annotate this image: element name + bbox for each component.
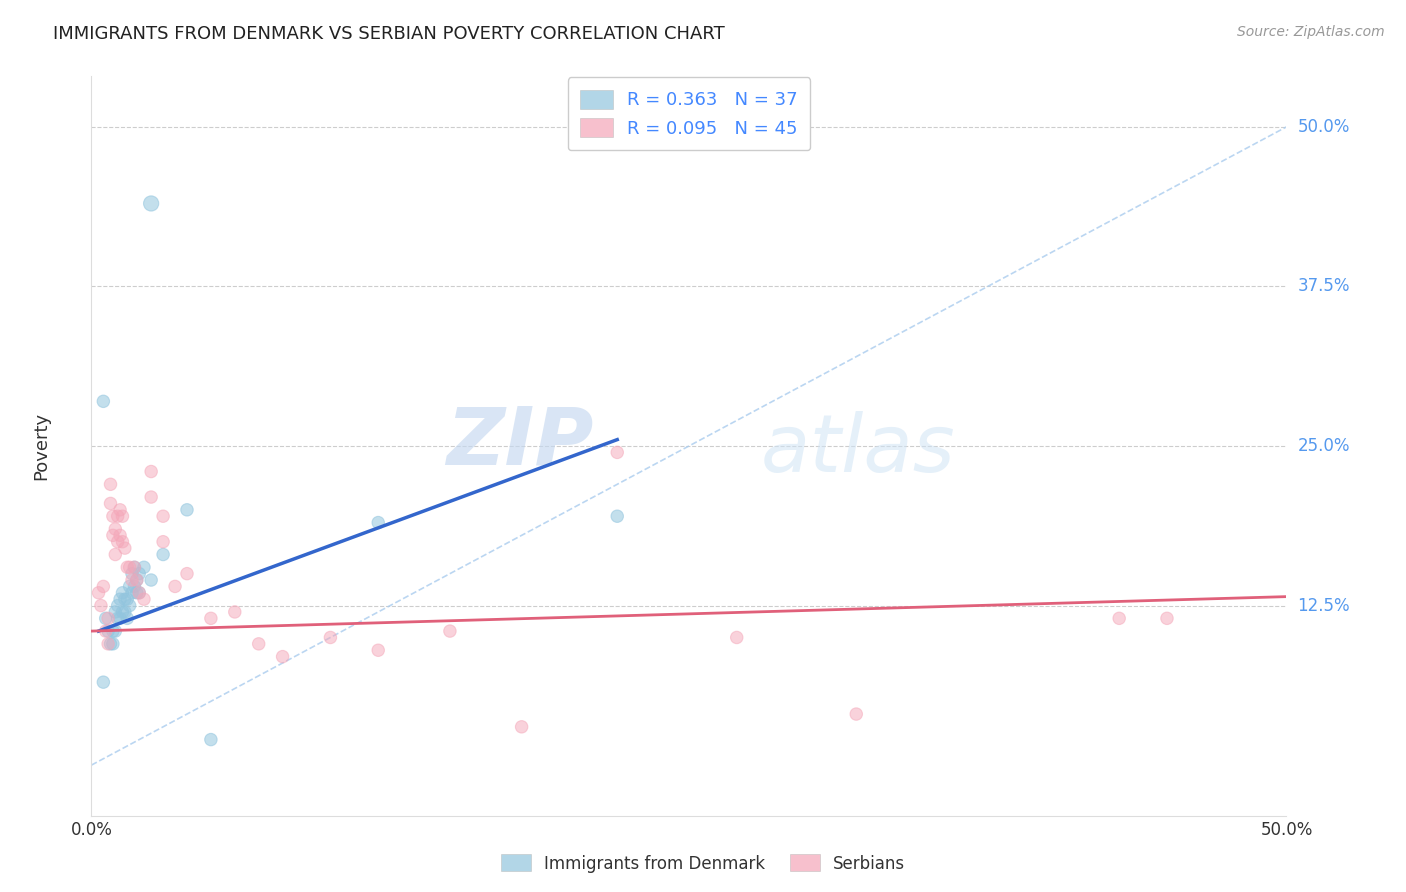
Point (104, 624, 127, 639)
Text: 37.5%: 37.5% (1298, 277, 1350, 295)
Point (100, 637, 122, 651)
Point (104, 548, 127, 562)
Point (118, 560, 141, 574)
Point (141, 465, 162, 479)
Point (125, 586, 148, 600)
Point (439, 624, 461, 639)
Point (124, 579, 146, 593)
Point (111, 605, 134, 619)
Point (124, 560, 146, 574)
Point (104, 605, 127, 619)
Point (114, 605, 136, 619)
Point (101, 528, 124, 542)
Point (107, 611, 129, 625)
Point (108, 503, 131, 517)
Point (247, 637, 270, 651)
Point (1156, 611, 1178, 625)
Point (107, 534, 129, 549)
Text: 50.0%: 50.0% (1298, 118, 1350, 136)
Point (111, 534, 134, 549)
Point (94, 624, 117, 639)
Point (224, 605, 246, 619)
Point (108, 611, 131, 625)
Point (141, 490, 162, 504)
Point (845, 707, 868, 722)
Text: Source: ZipAtlas.com: Source: ZipAtlas.com (1237, 25, 1385, 39)
Point (97, 611, 120, 625)
Point (163, 579, 186, 593)
Legend: Immigrants from Denmark, Serbians: Immigrants from Denmark, Serbians (494, 847, 912, 880)
Point (200, 611, 222, 625)
Point (108, 528, 131, 542)
Point (128, 566, 150, 581)
Point (111, 586, 134, 600)
Point (128, 586, 150, 600)
Point (141, 573, 162, 587)
Text: 12.5%: 12.5% (1298, 597, 1350, 615)
Point (200, 732, 222, 747)
Text: IMMIGRANTS FROM DENMARK VS SERBIAN POVERTY CORRELATION CHART: IMMIGRANTS FROM DENMARK VS SERBIAN POVER… (53, 25, 725, 43)
Point (107, 509, 129, 524)
Point (176, 566, 198, 581)
Point (367, 516, 389, 530)
Point (271, 649, 294, 664)
Point (94, 611, 117, 625)
Point (115, 592, 138, 607)
Point (725, 631, 748, 645)
Point (118, 599, 141, 613)
Point (100, 477, 122, 491)
Point (121, 566, 143, 581)
Text: 25.0%: 25.0% (1298, 437, 1350, 455)
Point (101, 509, 124, 524)
Point (107, 599, 129, 613)
Legend: R = 0.363   N = 37, R = 0.095   N = 45: R = 0.363 N = 37, R = 0.095 N = 45 (568, 78, 810, 151)
Point (1108, 611, 1130, 625)
Point (319, 631, 342, 645)
Point (132, 560, 155, 574)
Point (367, 643, 389, 657)
Point (115, 611, 138, 625)
Point (104, 522, 127, 536)
Point (93, 579, 114, 593)
Point (87, 586, 110, 600)
Point (90, 599, 112, 613)
Point (128, 586, 150, 600)
Point (108, 592, 131, 607)
Point (132, 592, 155, 607)
Text: atlas: atlas (761, 410, 956, 489)
Point (606, 445, 628, 459)
Text: Poverty: Poverty (32, 412, 51, 480)
Point (124, 560, 146, 574)
Point (97, 624, 120, 639)
Point (125, 573, 148, 587)
Point (152, 534, 174, 549)
Point (114, 592, 136, 607)
Point (118, 579, 141, 593)
Point (111, 509, 134, 524)
Point (176, 503, 198, 517)
Text: ZIP: ZIP (446, 403, 593, 482)
Point (100, 496, 122, 510)
Point (101, 624, 124, 639)
Point (152, 509, 174, 524)
Point (141, 196, 162, 211)
Point (121, 586, 143, 600)
Point (114, 541, 136, 555)
Point (510, 720, 533, 734)
Point (97, 637, 120, 651)
Point (121, 573, 143, 587)
Point (606, 509, 628, 524)
Point (115, 560, 138, 574)
Point (101, 637, 124, 651)
Point (93, 394, 114, 409)
Point (93, 675, 114, 690)
Point (125, 573, 148, 587)
Point (152, 548, 174, 562)
